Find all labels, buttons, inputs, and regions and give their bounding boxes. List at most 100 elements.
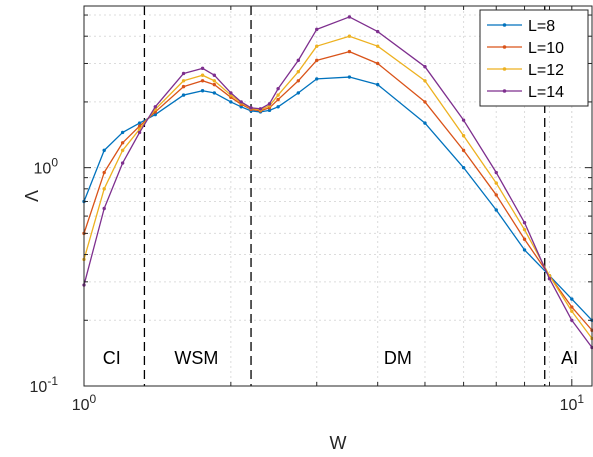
data-point bbox=[347, 49, 352, 54]
data-point bbox=[494, 181, 498, 185]
data-point bbox=[570, 297, 574, 301]
legend-marker bbox=[502, 89, 507, 93]
data-point bbox=[120, 161, 125, 165]
data-point bbox=[347, 15, 352, 19]
data-point bbox=[137, 121, 142, 125]
x-axis-label: W bbox=[330, 433, 347, 453]
axis-ticks: 100 101 10-1 100 bbox=[30, 6, 592, 414]
legend-label: L=8 bbox=[528, 18, 555, 35]
region-label: AI bbox=[561, 348, 578, 368]
data-point bbox=[137, 124, 142, 128]
data-point bbox=[296, 58, 301, 63]
legend-box bbox=[479, 9, 589, 107]
data-point bbox=[315, 44, 319, 48]
data-point bbox=[153, 105, 157, 109]
data-point bbox=[522, 227, 527, 232]
data-point bbox=[200, 89, 205, 93]
data-point bbox=[276, 86, 280, 91]
data-point bbox=[181, 79, 186, 83]
data-point bbox=[315, 77, 319, 81]
legend-marker bbox=[502, 45, 507, 49]
data-point bbox=[212, 73, 217, 77]
data-point bbox=[315, 58, 319, 63]
data-point bbox=[347, 75, 352, 79]
data-point bbox=[296, 70, 301, 74]
data-point bbox=[375, 29, 380, 34]
legend-label: L=10 bbox=[528, 40, 564, 57]
legend-label: L=14 bbox=[528, 84, 564, 101]
data-point bbox=[347, 34, 352, 38]
data-point bbox=[375, 44, 380, 48]
data-point bbox=[102, 148, 106, 153]
data-point bbox=[200, 73, 205, 77]
data-point bbox=[423, 79, 427, 83]
data-point bbox=[315, 27, 319, 32]
data-point bbox=[239, 100, 243, 104]
legend-marker bbox=[502, 67, 507, 71]
data-point bbox=[120, 141, 125, 145]
data-point bbox=[200, 79, 205, 83]
data-point bbox=[267, 102, 272, 106]
data-point bbox=[212, 91, 217, 95]
legend-item: L=8 bbox=[487, 18, 555, 35]
data-point bbox=[522, 248, 527, 252]
data-point bbox=[120, 130, 125, 135]
data-point bbox=[570, 318, 574, 322]
data-point bbox=[522, 237, 527, 241]
data-point bbox=[120, 148, 125, 153]
data-point bbox=[570, 305, 574, 309]
series-L=14 bbox=[82, 15, 593, 350]
data-point bbox=[570, 309, 574, 313]
legend-label: L=12 bbox=[528, 62, 564, 79]
series-L=8 bbox=[82, 75, 593, 322]
y-axis-label: Λ bbox=[22, 190, 42, 202]
data-point bbox=[229, 100, 233, 104]
grid-lines bbox=[84, 6, 592, 386]
data-point bbox=[423, 100, 427, 104]
legend-item: L=10 bbox=[487, 40, 564, 57]
data-point bbox=[296, 91, 301, 95]
data-point bbox=[461, 148, 466, 153]
data-point bbox=[258, 107, 263, 111]
legend-item: L=14 bbox=[487, 84, 564, 101]
plot-frame bbox=[83, 5, 593, 387]
y-tick-label: 100 bbox=[34, 156, 59, 178]
data-point bbox=[102, 206, 106, 211]
series-lines bbox=[82, 15, 593, 350]
data-point bbox=[296, 79, 301, 83]
region-label: CI bbox=[103, 348, 121, 368]
data-point bbox=[229, 91, 233, 95]
data-point bbox=[276, 93, 280, 97]
data-point bbox=[212, 79, 217, 83]
data-point bbox=[423, 64, 427, 69]
data-point bbox=[249, 106, 253, 110]
data-point bbox=[375, 82, 380, 87]
x-tick-label: 100 bbox=[72, 392, 97, 414]
x-tick-label: 101 bbox=[560, 392, 585, 414]
data-point bbox=[181, 93, 186, 97]
data-point bbox=[461, 118, 466, 122]
data-point bbox=[239, 105, 243, 109]
data-point bbox=[461, 165, 466, 170]
data-point bbox=[153, 112, 157, 117]
data-point bbox=[494, 193, 498, 197]
data-point bbox=[461, 134, 466, 138]
y-tick-label: 10-1 bbox=[30, 374, 59, 396]
legend-item: L=12 bbox=[487, 62, 564, 79]
region-labels: CI WSM DM AI bbox=[103, 348, 578, 368]
data-point bbox=[137, 130, 142, 135]
region-label: WSM bbox=[174, 348, 218, 368]
data-point bbox=[181, 71, 186, 76]
data-point bbox=[181, 84, 186, 89]
data-point bbox=[102, 187, 106, 191]
data-point bbox=[200, 66, 205, 71]
data-point bbox=[494, 208, 498, 212]
data-point bbox=[102, 170, 106, 175]
data-point bbox=[522, 220, 527, 225]
data-point bbox=[547, 277, 552, 281]
data-point bbox=[276, 97, 280, 102]
legend-marker bbox=[502, 23, 507, 27]
data-point bbox=[267, 108, 272, 113]
data-point bbox=[494, 170, 498, 175]
